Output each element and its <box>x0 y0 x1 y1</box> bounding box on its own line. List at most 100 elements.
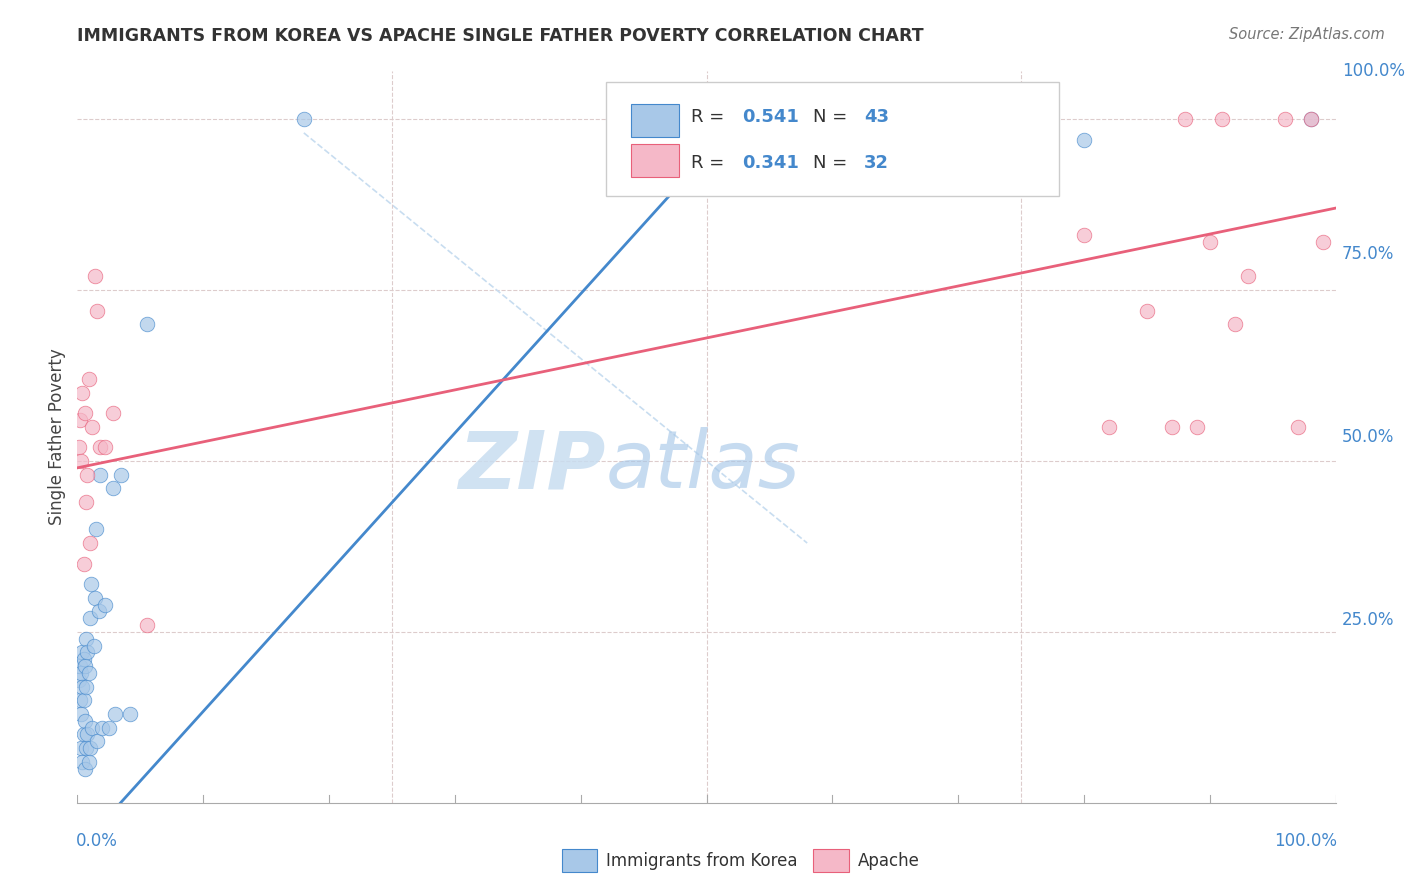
Text: Source: ZipAtlas.com: Source: ZipAtlas.com <box>1229 27 1385 42</box>
Text: N =: N = <box>814 153 853 172</box>
Point <box>101 481 124 495</box>
Text: R =: R = <box>692 153 730 172</box>
Point <box>1286 420 1309 434</box>
Point <box>79 611 101 625</box>
Point <box>1136 303 1159 318</box>
Point <box>67 673 90 687</box>
Point <box>79 741 101 756</box>
Point <box>84 269 107 284</box>
Point <box>76 467 98 482</box>
Point <box>83 639 105 653</box>
FancyBboxPatch shape <box>606 82 1059 195</box>
Text: 0.541: 0.541 <box>742 109 799 127</box>
Y-axis label: Single Father Poverty: Single Father Poverty <box>48 349 66 525</box>
Text: atlas: atlas <box>606 427 800 506</box>
Point <box>80 577 103 591</box>
Point <box>1010 112 1032 127</box>
Point <box>87 604 110 618</box>
Point <box>75 741 97 756</box>
Point <box>1198 235 1220 250</box>
Point <box>79 536 101 550</box>
Point <box>73 659 96 673</box>
Point <box>76 727 98 741</box>
Point <box>97 721 120 735</box>
Text: 75.0%: 75.0% <box>1341 245 1395 263</box>
FancyBboxPatch shape <box>814 849 849 872</box>
Point <box>94 598 117 612</box>
Point <box>86 734 108 748</box>
Text: R =: R = <box>692 109 730 127</box>
Point <box>1073 228 1095 243</box>
Point <box>70 741 93 756</box>
Text: 100.0%: 100.0% <box>1341 62 1405 80</box>
Point <box>1312 235 1334 250</box>
Text: ZIP: ZIP <box>458 427 606 506</box>
Text: 0.0%: 0.0% <box>76 832 118 850</box>
FancyBboxPatch shape <box>631 144 679 178</box>
Point <box>89 467 111 482</box>
Point <box>73 762 96 776</box>
Point <box>69 659 91 673</box>
Point <box>70 454 93 468</box>
Point <box>82 721 104 735</box>
Point <box>1223 318 1246 332</box>
Point <box>1187 420 1209 434</box>
Text: Immigrants from Korea: Immigrants from Korea <box>606 852 797 870</box>
Point <box>89 440 111 454</box>
Text: 25.0%: 25.0% <box>1341 611 1395 629</box>
Point <box>84 591 107 605</box>
Point <box>135 618 157 632</box>
Point <box>72 727 94 741</box>
Point <box>1174 112 1197 127</box>
Text: Apache: Apache <box>858 852 920 870</box>
Point <box>75 495 97 509</box>
Point <box>1274 112 1296 127</box>
Point <box>1161 420 1184 434</box>
Point <box>86 303 108 318</box>
FancyBboxPatch shape <box>562 849 598 872</box>
Text: IMMIGRANTS FROM KOREA VS APACHE SINGLE FATHER POVERTY CORRELATION CHART: IMMIGRANTS FROM KOREA VS APACHE SINGLE F… <box>77 27 924 45</box>
Point <box>72 645 94 659</box>
Point <box>1211 112 1233 127</box>
Point <box>73 714 96 728</box>
Point <box>77 665 100 680</box>
Point <box>73 406 96 420</box>
Point <box>110 467 132 482</box>
Text: 32: 32 <box>863 153 889 172</box>
Point <box>104 706 127 721</box>
Point <box>1098 420 1121 434</box>
Point <box>72 385 94 400</box>
Point <box>1073 133 1095 147</box>
Point <box>72 755 94 769</box>
Point <box>72 652 94 666</box>
Point <box>72 557 94 571</box>
Point <box>70 665 93 680</box>
Point <box>75 632 97 646</box>
Point <box>1236 269 1258 284</box>
Point <box>76 645 98 659</box>
Text: N =: N = <box>814 109 853 127</box>
Point <box>67 440 90 454</box>
Point <box>135 318 157 332</box>
Point <box>94 440 117 454</box>
Point <box>72 680 94 694</box>
Text: 0.341: 0.341 <box>742 153 799 172</box>
Point <box>120 706 142 721</box>
Point <box>1299 112 1322 127</box>
Point <box>82 420 104 434</box>
Text: 43: 43 <box>863 109 889 127</box>
Point <box>69 413 91 427</box>
Point <box>75 680 97 694</box>
Point <box>77 372 100 386</box>
Text: 50.0%: 50.0% <box>1341 428 1395 446</box>
Point <box>292 112 315 127</box>
Point <box>69 693 91 707</box>
Point <box>70 706 93 721</box>
Point <box>91 721 114 735</box>
Point <box>84 522 107 536</box>
Point <box>101 406 124 420</box>
FancyBboxPatch shape <box>631 103 679 137</box>
Text: 100.0%: 100.0% <box>1274 832 1337 850</box>
Point <box>1299 112 1322 127</box>
Point <box>72 693 94 707</box>
